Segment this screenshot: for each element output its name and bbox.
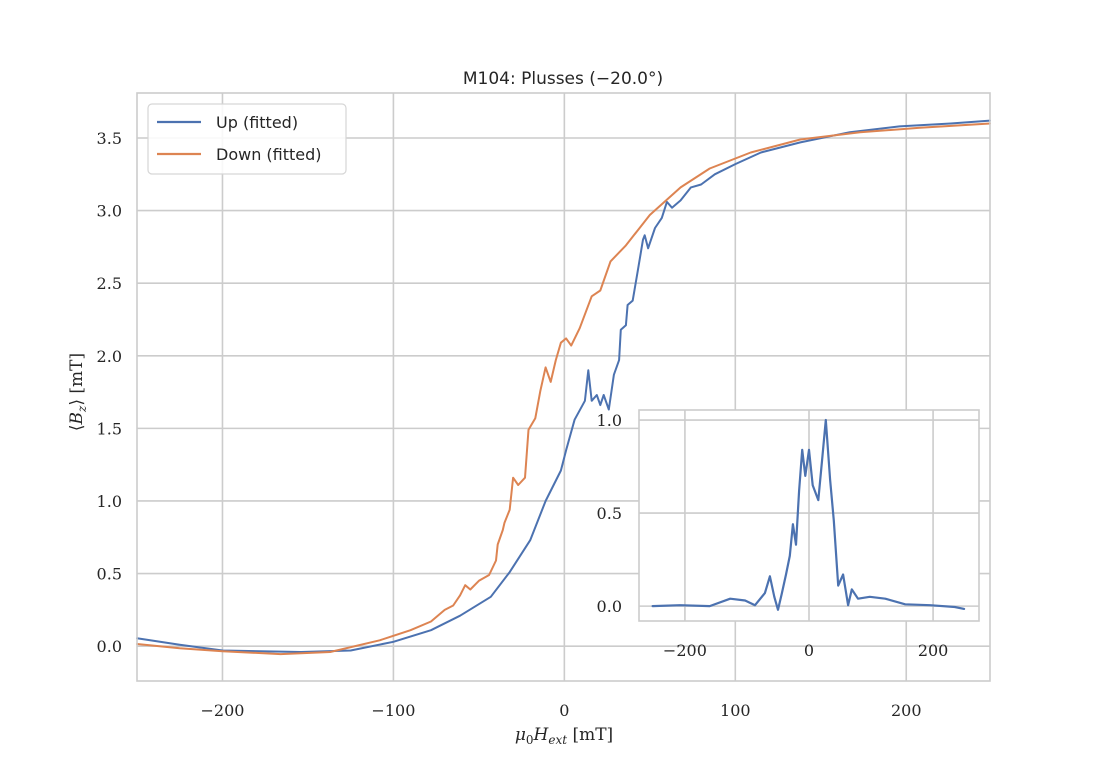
- main-series: [136, 119, 991, 656]
- x-tick-label: 0: [804, 641, 814, 660]
- inset-x-tick-labels: −200 0 200: [663, 641, 948, 660]
- y-tick-label: 1.0: [597, 411, 622, 430]
- legend-label-down: Down (fitted): [216, 145, 322, 164]
- x-axis-label: μ0Hext [mT]: [515, 725, 613, 747]
- y-tick-label: 1.5: [97, 419, 122, 438]
- x-tick-label: 200: [918, 641, 949, 660]
- chart-title: M104: Plusses (−20.0°): [463, 69, 663, 89]
- x-tick-label: −200: [663, 641, 707, 660]
- main-y-tick-labels: 0.0 0.5 1.0 1.5 2.0 2.5 3.0 3.5: [97, 129, 122, 656]
- series-line-up-fitted: [136, 119, 991, 653]
- main-axes-frame: [136, 92, 991, 682]
- x-tick-label: 100: [720, 701, 751, 720]
- series-line-down-fitted: [136, 122, 991, 656]
- y-tick-label: 0.5: [97, 565, 122, 584]
- series-line-difference: [651, 418, 966, 611]
- x-tick-label: 200: [891, 701, 922, 720]
- x-tick-label: 0: [559, 701, 569, 720]
- y-tick-label: 2.5: [97, 274, 122, 293]
- x-tick-label: −200: [200, 701, 244, 720]
- main-x-tick-labels: −200 −100 0 100 200: [200, 701, 921, 720]
- y-tick-label: 0.0: [597, 597, 622, 616]
- y-axis-label: ⟨Bz⟩ [mT]: [67, 353, 89, 431]
- inset-y-tick-labels: 0.0 0.5 1.0: [597, 411, 622, 616]
- y-tick-label: 1.0: [97, 492, 122, 511]
- y-tick-label: 2.0: [97, 347, 122, 366]
- inset-series: [651, 418, 966, 611]
- inset-chart: −200 0 200 0.0 0.5 1.0: [597, 409, 980, 660]
- y-tick-label: 0.5: [597, 504, 622, 523]
- legend-label-up: Up (fitted): [216, 113, 298, 132]
- x-tick-label: −100: [371, 701, 415, 720]
- main-grid: [137, 93, 990, 681]
- y-tick-label: 3.0: [97, 202, 122, 221]
- legend: Up (fitted) Down (fitted): [147, 103, 347, 175]
- y-tick-label: 0.0: [97, 637, 122, 656]
- inset-axes-frame: [638, 409, 980, 622]
- y-tick-label: 3.5: [97, 129, 122, 148]
